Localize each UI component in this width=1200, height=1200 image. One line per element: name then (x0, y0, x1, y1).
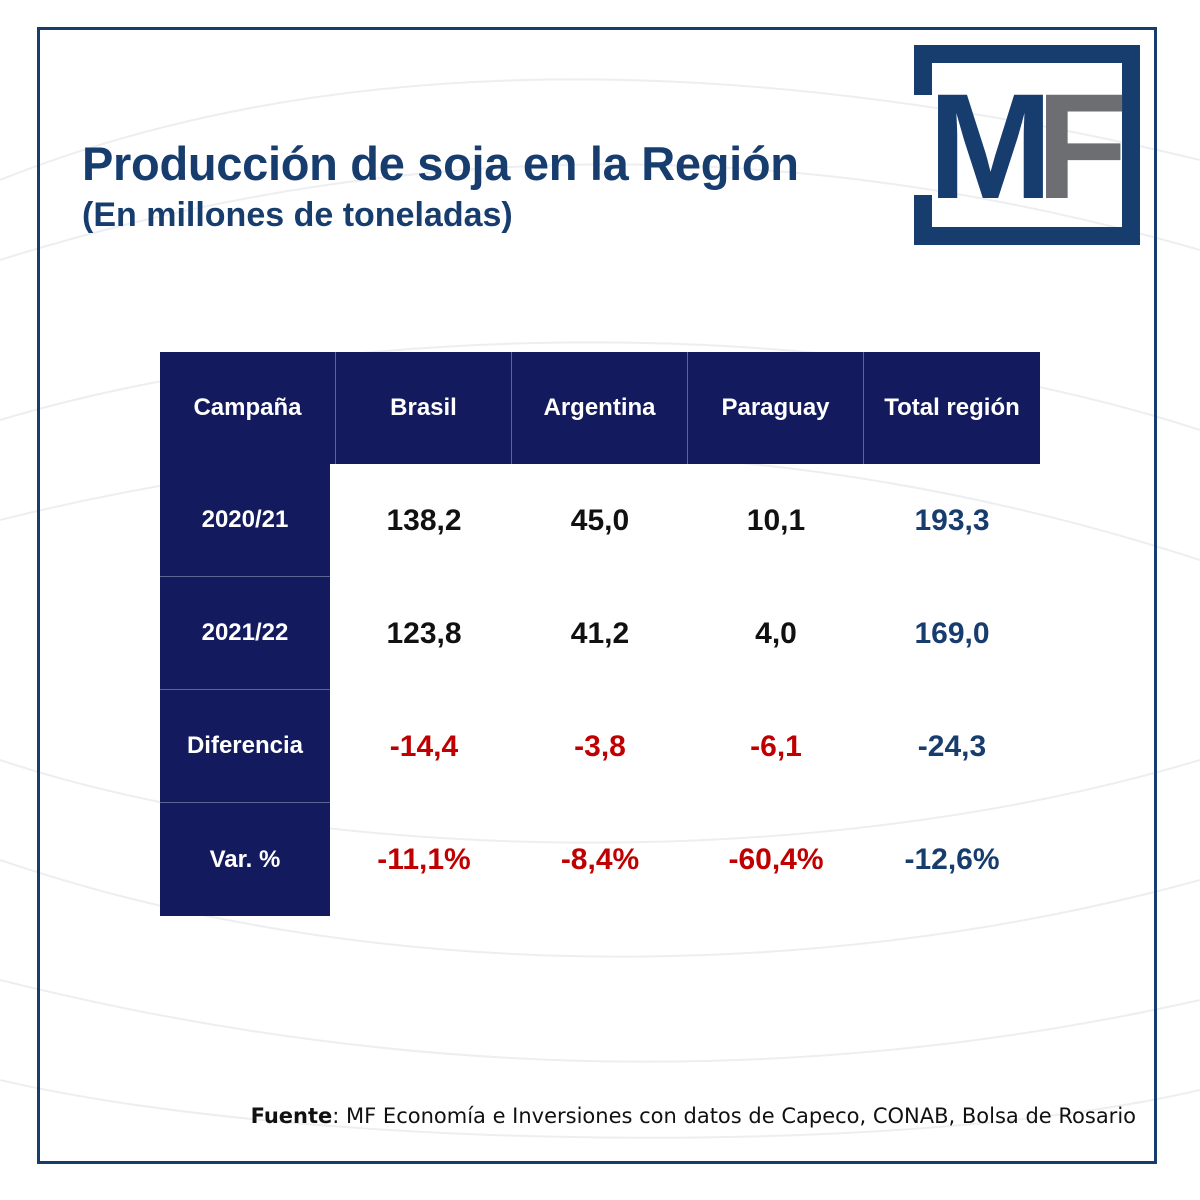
chart-subtitle: (En millones de toneladas) (82, 196, 513, 234)
cell-paraguay: 4,0 (755, 616, 797, 650)
cell-argentina: -3,8 (574, 729, 626, 763)
cell-brasil: -14,4 (389, 729, 459, 763)
source-label: Fuente (250, 1104, 333, 1128)
header-paraguay: Paraguay (688, 352, 864, 464)
row-label: 2020/21 (160, 464, 330, 577)
cell-paraguay: -60,4% (728, 842, 824, 876)
table-row: 2020/21 138,2 45,0 10,1 193,3 (160, 464, 1040, 577)
cell-paraguay: -6,1 (750, 729, 802, 763)
cell-brasil: 138,2 (386, 503, 462, 537)
header-argentina: Argentina (512, 352, 688, 464)
header-campana: Campaña (160, 352, 336, 464)
soy-production-table: Campaña Brasil Argentina Paraguay Total … (160, 352, 1040, 916)
table-row: 2021/22 123,8 41,2 4,0 169,0 (160, 577, 1040, 690)
table-row: Var. % -11,1% -8,4% -60,4% -12,6% (160, 803, 1040, 916)
logo-letter-m: M (928, 62, 1053, 230)
cell-total: -12,6% (904, 842, 1000, 876)
logo-letter-f: F (1036, 62, 1128, 230)
table-header-row: Campaña Brasil Argentina Paraguay Total … (160, 352, 1040, 464)
cell-paraguay: 10,1 (746, 503, 806, 537)
cell-total: 169,0 (914, 616, 990, 650)
cell-argentina: 41,2 (570, 616, 630, 650)
row-label: Var. % (160, 803, 330, 916)
cell-argentina: -8,4% (560, 842, 640, 876)
header-total-region: Total región (864, 352, 1040, 464)
row-label: 2021/22 (160, 577, 330, 690)
source-text: : MF Economía e Inversiones con datos de… (332, 1104, 1136, 1128)
source-note: Fuente: MF Economía e Inversiones con da… (251, 1104, 1136, 1128)
cell-argentina: 45,0 (570, 503, 630, 537)
cell-total: 193,3 (914, 503, 990, 537)
chart-title: Producción de soja en la Región (82, 137, 799, 190)
cell-brasil: -11,1% (377, 842, 471, 876)
mf-logo: M F (914, 45, 1140, 245)
row-label: Diferencia (160, 690, 330, 803)
cell-brasil: 123,8 (386, 616, 462, 650)
header-brasil: Brasil (336, 352, 512, 464)
page-frame (37, 27, 1157, 1164)
cell-total: -24,3 (917, 729, 987, 763)
table-row: Diferencia -14,4 -3,8 -6,1 -24,3 (160, 690, 1040, 803)
